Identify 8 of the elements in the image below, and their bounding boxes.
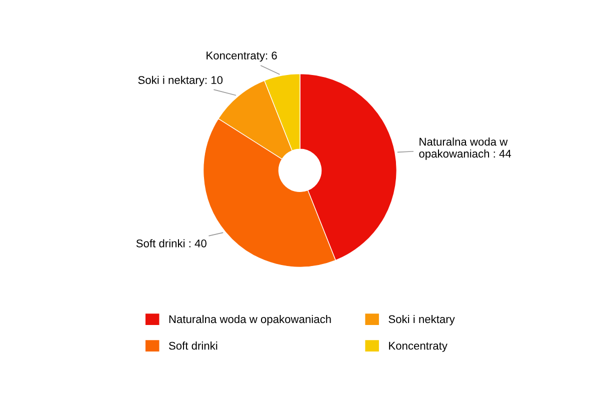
data-label: Koncentraty: 6 <box>206 52 277 62</box>
data-label: Soki i nektary: 10 <box>138 76 223 86</box>
data-label: Soft drinki : 40 <box>136 239 206 248</box>
data-label: Naturalna woda w opakowaniach : 44 <box>419 138 512 160</box>
legend-label: Soki i nektary <box>388 314 455 326</box>
legend-label: Koncentraty <box>389 342 448 352</box>
legend-label: Soft drinki <box>168 342 218 350</box>
legend-label: Naturalna woda w opakowaniach <box>169 314 331 326</box>
